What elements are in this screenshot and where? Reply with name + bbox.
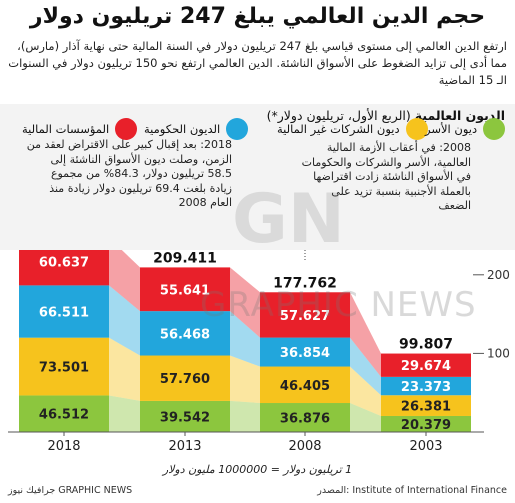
bar-2008-segment-2 — [260, 337, 350, 367]
legend-item-household: ديون الأسر — [425, 118, 506, 140]
value-label-2003-3: 29.674 — [401, 359, 451, 374]
bar-2013-segment-3 — [140, 267, 230, 312]
watermark-text: GRAPHIC NEWS — [200, 285, 477, 325]
legend-band — [0, 104, 515, 250]
source-credit: المصدر: Institute of International Finan… — [317, 485, 507, 496]
ribbon-2018-0 — [109, 395, 140, 432]
value-label-2013-1: 57.760 — [160, 372, 210, 387]
value-label-2008-1: 46.405 — [280, 379, 330, 394]
value-label-2018-1: 73.501 — [39, 361, 89, 376]
bar-2013-segment-0 — [140, 400, 230, 432]
ribbon-2013-2 — [230, 311, 260, 367]
legend-item-corporate: ديون الشركات غير المالية — [277, 118, 428, 140]
ribbon-2008-1 — [350, 366, 381, 416]
legend-label-household: ديون الأسر — [425, 122, 478, 136]
total-label-2003: 99.807 — [399, 337, 453, 353]
annotation-2018: 2018: بعد إقبال كبير على الاقتراض لعقد م… — [26, 138, 232, 209]
page-title: حجم الدين العالمي يبلغ 247 تريليون دولار — [29, 4, 486, 29]
bar-2003-segment-3 — [381, 353, 471, 377]
ribbon-2013-3 — [230, 267, 260, 338]
value-label-2008-3: 57.627 — [280, 309, 330, 324]
legend-swatch-corporate — [405, 118, 428, 140]
value-label-2018-3: 60.637 — [39, 256, 89, 271]
legend-label-government: الديون الحكومية — [144, 122, 221, 136]
legend-swatch-household — [483, 118, 506, 140]
legend-item-government: الديون الحكومية — [144, 118, 249, 140]
ribbon-2018-1 — [109, 337, 140, 401]
bar-2003-segment-2 — [381, 376, 471, 396]
legend-label-corporate: ديون الشركات غير المالية — [277, 122, 400, 136]
bar-2003-segment-0 — [381, 415, 471, 432]
bar-2018-segment-1 — [19, 337, 109, 396]
ribbon-2008-0 — [350, 403, 381, 432]
y-tick-label-200: 200 — [487, 268, 510, 282]
total-label-2013: 209.411 — [153, 250, 217, 266]
ribbon-2008-3 — [350, 292, 381, 377]
value-label-2018-0: 46.512 — [39, 408, 89, 423]
bar-2008-segment-3 — [260, 292, 350, 338]
value-label-2003-2: 23.373 — [401, 380, 451, 395]
chart-subtitle-rest: (الربع الأول، تريليون دولار*) — [266, 108, 415, 123]
value-label-2003-0: 20.379 — [401, 418, 451, 433]
unit-note: 1 تريليون دولار = 1000000 مليون دولار — [162, 463, 353, 476]
x-tick-label-2013: 2013 — [168, 439, 201, 454]
chart-subtitle-bold: الديون العالمية — [414, 108, 505, 123]
ribbon-2013-1 — [230, 355, 260, 404]
value-label-2013-2: 56.468 — [160, 327, 210, 342]
bar-2008-segment-1 — [260, 366, 350, 404]
bar-2018-segment-0 — [19, 395, 109, 432]
annotation-2008: 2008: في أعقاب الأزمة المالية العالمية، … — [301, 141, 471, 212]
publisher-credit: جرافيك نيوز GRAPHIC NEWS — [8, 485, 133, 496]
value-label-2008-2: 36.854 — [280, 346, 330, 361]
ribbon-2018-3 — [109, 237, 140, 312]
value-label-2008-0: 36.876 — [280, 412, 330, 427]
ribbon-2013-0 — [230, 400, 260, 432]
intro-text: ارتفع الدين العالمي إلى مستوى قياسي بلغ … — [8, 39, 507, 87]
bar-2013-segment-2 — [140, 311, 230, 356]
bar-2003-segment-1 — [381, 395, 471, 416]
value-label-2013-0: 39.542 — [160, 410, 210, 425]
legend-label-financial: المؤسسات المالية — [22, 122, 110, 136]
bar-2018-segment-2 — [19, 285, 109, 338]
legend-swatch-financial — [115, 118, 138, 140]
legend-item-financial: المؤسسات المالية — [22, 118, 138, 140]
chart-subtitle: الديون العالمية (الربع الأول، تريليون دو… — [267, 108, 505, 123]
value-label-2013-3: 55.641 — [160, 283, 210, 298]
ribbon-2008-2 — [350, 337, 381, 396]
x-tick-label-2008: 2008 — [288, 439, 321, 454]
ribbon-2018-2 — [109, 285, 140, 356]
y-tick-label-100: 100 — [487, 346, 510, 360]
value-label-2003-1: 26.381 — [401, 400, 451, 415]
bar-2008-segment-0 — [260, 403, 350, 432]
value-label-2018-2: 66.511 — [39, 306, 89, 321]
watermark-logo: GN — [232, 180, 345, 259]
total-label-2008: 177.762 — [273, 275, 337, 291]
bar-2013-segment-1 — [140, 355, 230, 401]
footer: المصدر: Institute of International Finan… — [8, 485, 507, 499]
x-tick-label-2018: 2018 — [47, 439, 80, 454]
x-tick-label-2003: 2003 — [409, 439, 442, 454]
legend-swatch-government — [226, 118, 249, 140]
